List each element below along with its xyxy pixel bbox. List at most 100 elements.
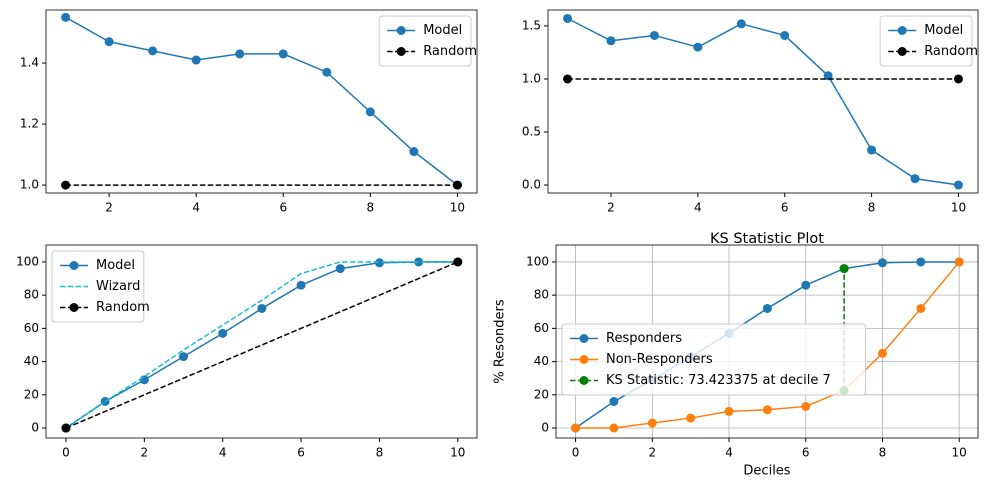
legend-label: KS Statistic: 73.423375 at decile 7	[606, 373, 831, 388]
data-point	[104, 37, 114, 47]
data-point	[409, 147, 419, 157]
y-tick-label: 40	[534, 354, 549, 368]
data-point	[916, 257, 926, 267]
data-point	[453, 257, 463, 267]
y-tick-label: 80	[24, 288, 39, 302]
y-tick-label: 60	[24, 321, 39, 335]
series-line	[567, 17, 959, 186]
data-point	[61, 423, 71, 433]
legend-label: Wizard	[96, 279, 140, 294]
x-tick-label: 2	[105, 201, 113, 215]
data-point	[414, 257, 424, 267]
series-line	[65, 16, 458, 186]
data-point	[724, 406, 734, 416]
data-point	[191, 55, 201, 65]
x-tick-label: 4	[725, 446, 733, 460]
legend-label: Model	[423, 23, 462, 38]
legend-marker	[897, 26, 907, 35]
data-point	[801, 280, 811, 290]
legend-label: Model	[924, 23, 963, 38]
x-tick-label: 10	[951, 201, 966, 215]
data-point	[100, 396, 110, 406]
x-tick-label: 10	[450, 201, 465, 215]
data-point	[916, 303, 926, 313]
y-tick-label: 1.0	[522, 71, 541, 85]
data-point	[762, 303, 772, 313]
axes-frame	[45, 244, 478, 439]
x-tick-label: 4	[192, 201, 200, 215]
data-point	[780, 30, 790, 40]
legend-label: Non-Responders	[606, 352, 713, 367]
data-point	[801, 401, 811, 411]
data-point	[839, 264, 849, 274]
data-point	[571, 423, 581, 433]
x-tick-label: 10	[952, 446, 967, 460]
data-point	[867, 145, 877, 155]
data-point	[322, 67, 332, 77]
data-point	[693, 42, 703, 52]
chart-title: KS Statistic Plot	[710, 231, 824, 247]
data-point	[649, 30, 659, 40]
y-tick-label: 1.4	[20, 56, 39, 70]
axes-frame	[45, 9, 478, 194]
series-line	[65, 261, 458, 429]
x-tick-label: 2	[141, 446, 149, 460]
data-point	[877, 258, 887, 268]
data-point	[139, 375, 149, 385]
data-point	[452, 180, 462, 190]
data-point	[365, 107, 375, 117]
x-tick-label: 10	[450, 446, 465, 460]
legend-label: Model	[96, 258, 135, 273]
data-point	[61, 180, 71, 190]
data-point	[235, 49, 245, 59]
axes-frame	[555, 244, 979, 439]
data-point	[563, 13, 573, 23]
x-tick-label: 8	[376, 446, 384, 460]
y-tick-label: 0	[541, 421, 549, 435]
data-point	[762, 405, 772, 415]
x-tick-label: 0	[572, 446, 580, 460]
legend-box	[561, 323, 866, 396]
x-tick-label: 0	[62, 446, 70, 460]
x-tick-label: 6	[802, 446, 810, 460]
x-tick-label: 4	[694, 201, 702, 215]
data-point	[257, 303, 267, 313]
x-tick-label: 6	[781, 201, 789, 215]
x-tick-label: 8	[879, 446, 887, 460]
data-point	[953, 180, 963, 190]
y-tick-label: 1.2	[20, 117, 39, 131]
legend-marker	[396, 47, 406, 56]
legend-label: Random	[924, 44, 978, 59]
data-point	[647, 418, 657, 428]
data-point	[563, 74, 573, 84]
y-tick-label: 20	[534, 387, 549, 401]
data-point	[686, 413, 696, 423]
legend-marker	[69, 303, 79, 312]
y-tick-label: 1.0	[20, 178, 39, 192]
data-point	[877, 348, 887, 358]
x-tick-label: 6	[297, 446, 305, 460]
legend-label: Random	[423, 44, 477, 59]
x-axis-label: Deciles	[743, 464, 790, 479]
y-axis-label: % Resonders	[493, 299, 508, 383]
legend-marker	[579, 334, 589, 343]
x-tick-label: 2	[648, 446, 656, 460]
x-tick-label: 6	[279, 201, 287, 215]
y-tick-label: 0.5	[522, 125, 541, 139]
subplot: 2 4 6 8 10 0.0 0.5 1.0 1.5 Model Random	[522, 9, 979, 215]
x-tick-label: 8	[868, 201, 876, 215]
y-tick-label: 1.5	[522, 18, 541, 32]
legend-marker	[897, 47, 907, 56]
legend-label: Responders	[606, 331, 682, 346]
data-point	[278, 49, 288, 59]
data-point	[335, 264, 345, 274]
data-point	[609, 423, 619, 433]
y-tick-label: 0	[31, 421, 39, 435]
data-point	[954, 257, 964, 267]
legend-label: Random	[96, 300, 150, 315]
data-point	[953, 74, 963, 84]
data-point	[736, 19, 746, 29]
y-tick-label: 100	[526, 254, 549, 268]
